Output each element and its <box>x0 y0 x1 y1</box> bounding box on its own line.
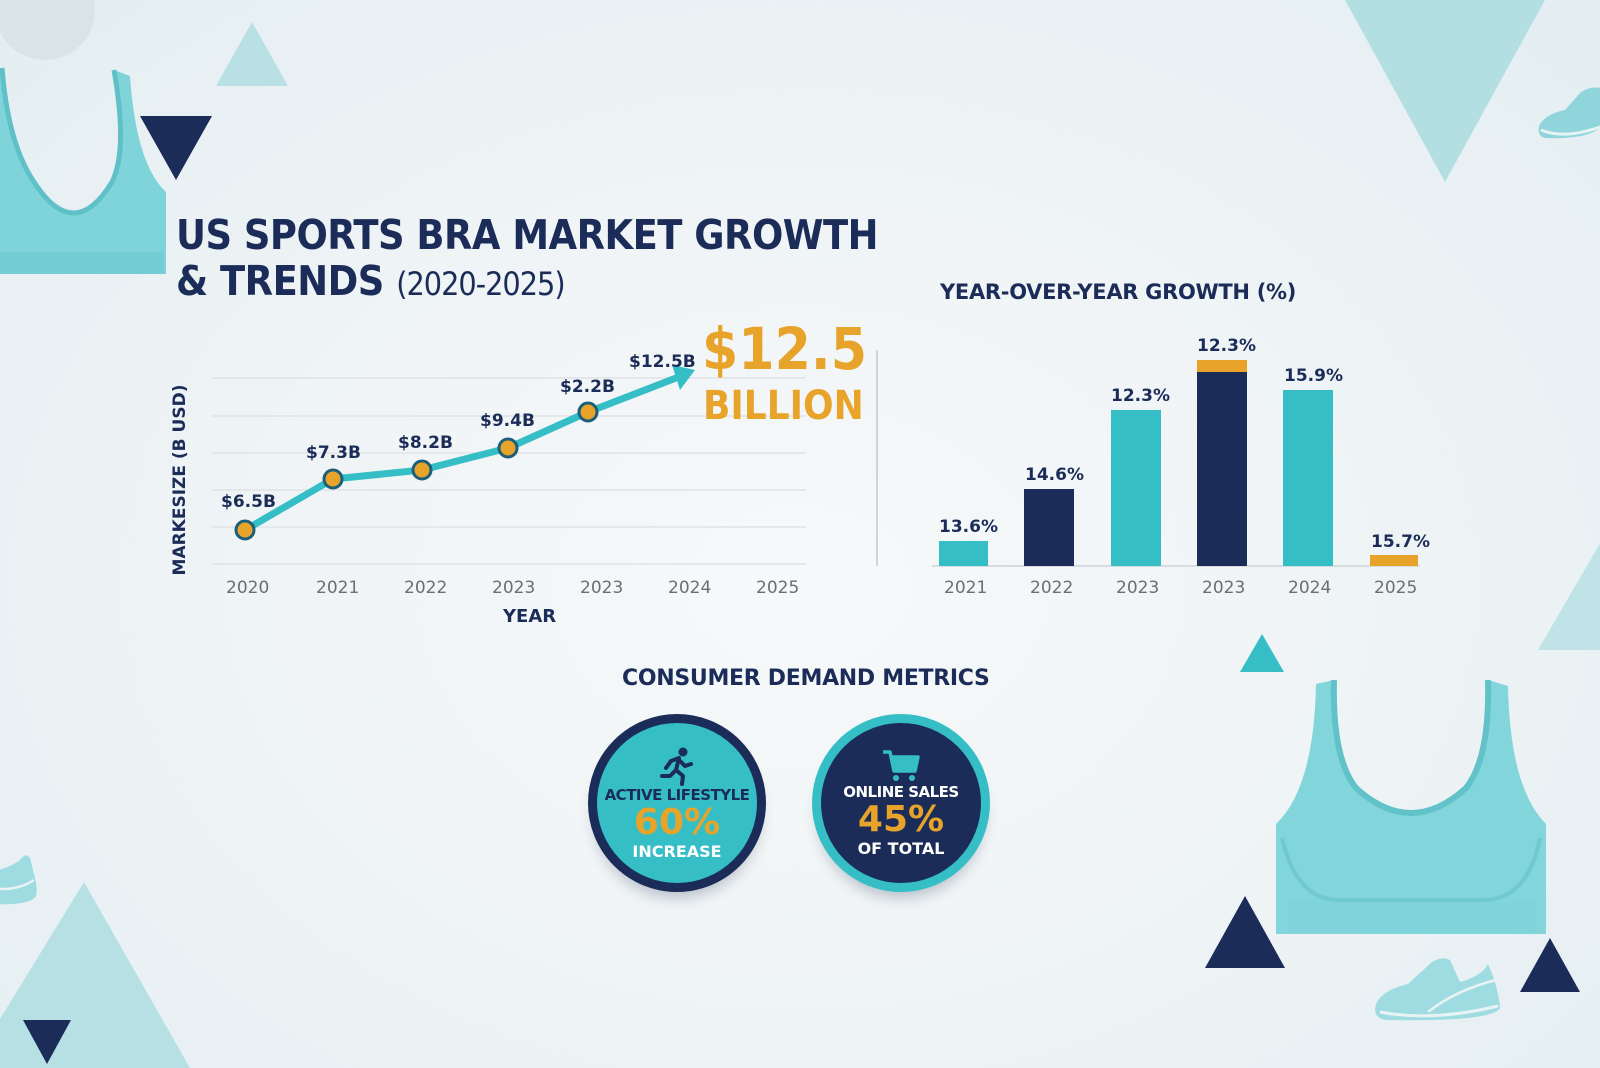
metric-footer: INCREASE <box>632 841 722 861</box>
title-line-2: & TRENDS (2020-2025) <box>176 258 878 307</box>
sports-bra-icon-top-left <box>0 64 174 276</box>
decor-triangle-navy-down <box>140 116 212 180</box>
bar-tick-2024: 2024 <box>1288 578 1332 598</box>
point-label-2020: $6.5B <box>221 492 276 512</box>
bar-2025 <box>1370 555 1418 566</box>
x-tick-2020: 2020 <box>226 578 270 598</box>
page-title: US SPORTS BRA MARKET GROWTH & TRENDS (20… <box>176 211 879 307</box>
bar-label-2022: 14.6% <box>1025 465 1084 485</box>
point-label-2023: $9.4B <box>480 411 535 431</box>
bar-label-2025: 15.7% <box>1371 532 1430 552</box>
decor-triangle-light-right <box>1538 540 1600 650</box>
sneaker-icon-top-right <box>1535 82 1600 144</box>
x-tick-2021: 2021 <box>316 578 360 598</box>
market-size-line <box>241 374 680 534</box>
metric-value: 60% <box>633 801 721 843</box>
bar-label-2021: 13.6% <box>939 517 998 537</box>
bar-2023 <box>1111 410 1161 566</box>
decor-triangle-navy-bottom-right-1 <box>1205 896 1285 968</box>
bar-label-2023b: 12.3% <box>1197 336 1256 356</box>
point-label-2021: $7.3B <box>306 443 361 463</box>
line-chart-plot <box>212 365 806 565</box>
metric-label: ONLINE SALES <box>843 782 959 801</box>
sneaker-icon-bottom-right <box>1372 956 1502 1024</box>
decor-triangle-light-top <box>216 22 288 86</box>
bar-chart: 13.6% 14.6% 12.3% 12.3% 15.9% 15.7% 2021… <box>932 336 1430 598</box>
highlight-amount: $12.5 <box>702 315 868 383</box>
bar-label-2024: 15.9% <box>1284 366 1343 386</box>
metric-value: 45% <box>857 798 945 840</box>
bar-2021 <box>939 541 988 566</box>
bar-2022 <box>1024 489 1074 566</box>
bar-chart-plot <box>932 360 1420 567</box>
x-tick-2023b: 2023 <box>580 578 624 598</box>
sneaker-icon-bottom-left <box>0 852 50 908</box>
bar-2023b <box>1197 372 1247 566</box>
trend-arrow-head <box>672 365 695 390</box>
bar-2023b-cap <box>1197 360 1247 372</box>
metric-label: ACTIVE LIFESTYLE <box>604 785 750 804</box>
bar-tick-2023b: 2023 <box>1202 578 1246 598</box>
bar-2024 <box>1283 390 1333 566</box>
x-tick-2023: 2023 <box>492 578 536 598</box>
bar-tick-2022: 2022 <box>1030 578 1074 598</box>
metric-card-active-lifestyle: ACTIVE LIFESTYLE 60% INCREASE <box>588 714 766 892</box>
x-axis-label: YEAR <box>503 606 557 627</box>
consumer-section-title: CONSUMER DEMAND METRICS <box>622 666 990 691</box>
decor-triangle-navy-bottom-right-2 <box>1520 938 1580 992</box>
title-line-2-text: & TRENDS <box>176 257 384 305</box>
x-tick-2024: 2024 <box>668 578 712 598</box>
decor-triangle-navy-bottom-left <box>23 1020 71 1064</box>
bar-tick-2023: 2023 <box>1116 578 1160 598</box>
shopping-cart-icon <box>883 749 920 781</box>
point-label-2023b: $2.2B <box>560 377 615 397</box>
x-tick-2022: 2022 <box>404 578 448 598</box>
decor-triangle-teal-small <box>1240 634 1284 672</box>
bar-label-2023: 12.3% <box>1111 386 1170 406</box>
point-label-2024: $12.5B <box>629 352 696 372</box>
title-line-1: US SPORTS BRA MARKET GROWTH <box>176 211 879 259</box>
metric-footer: OF TOTAL <box>857 838 945 858</box>
bar-tick-2021: 2021 <box>944 578 988 598</box>
x-tick-2025: 2025 <box>756 578 800 598</box>
highlight-unit: BILLION <box>703 383 864 429</box>
metric-card-online-sales: ONLINE SALES 45% OF TOTAL <box>812 714 990 892</box>
sports-bra-icon-bottom-right <box>1276 678 1548 934</box>
title-date-range: (2020-2025) <box>396 265 565 303</box>
data-points <box>234 401 599 541</box>
decor-circle-top-left <box>0 0 105 72</box>
decor-triangle-big-top-right <box>1345 0 1545 182</box>
running-person-icon <box>660 747 693 786</box>
line-chart: MARKESIZE (B USD) $6.5B $7.3B $8.2B $9.4… <box>0 0 880 640</box>
chart-divider <box>876 350 878 566</box>
bar-tick-2025: 2025 <box>1374 578 1418 598</box>
point-label-2022: $8.2B <box>398 433 453 453</box>
bar-chart-title: YEAR-OVER-YEAR GROWTH (%) <box>940 280 1297 304</box>
